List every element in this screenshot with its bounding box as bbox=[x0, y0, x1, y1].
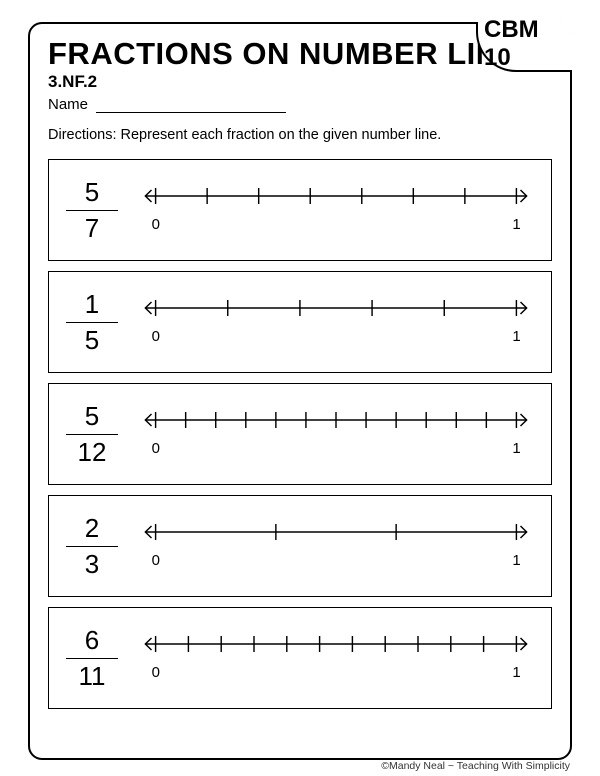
fraction: 2 3 bbox=[53, 514, 131, 578]
fraction: 1 5 bbox=[53, 290, 131, 354]
fraction: 5 7 bbox=[53, 178, 131, 242]
fraction-denominator: 11 bbox=[79, 662, 106, 691]
name-label: Name bbox=[48, 96, 88, 113]
axis-start-label: 0 bbox=[152, 664, 160, 681]
axis-end-label: 1 bbox=[512, 664, 520, 681]
fraction-denominator: 5 bbox=[85, 326, 99, 355]
fraction-bar bbox=[66, 210, 118, 211]
axis-end-label: 1 bbox=[512, 552, 520, 569]
cbm-badge: CBM 10 bbox=[476, 22, 572, 72]
problem-row: 5 7 0 1 bbox=[48, 159, 552, 261]
problem-row: 6 11 0 1 bbox=[48, 607, 552, 709]
fraction-denominator: 12 bbox=[78, 438, 107, 467]
fraction-denominator: 3 bbox=[85, 550, 99, 579]
fraction-denominator: 7 bbox=[85, 214, 99, 243]
axis-start-label: 0 bbox=[152, 216, 160, 233]
problem-row: 2 3 0 1 bbox=[48, 495, 552, 597]
badge-text: CBM 10 bbox=[484, 16, 572, 72]
fraction-bar bbox=[66, 322, 118, 323]
axis-end-label: 1 bbox=[512, 440, 520, 457]
problem-row: 1 5 0 1 bbox=[48, 271, 552, 373]
axis-start-label: 0 bbox=[152, 552, 160, 569]
number-line[interactable]: 0 1 bbox=[131, 286, 541, 358]
standard-code: 3.NF.2 bbox=[48, 72, 552, 92]
fraction-numerator: 2 bbox=[85, 514, 99, 543]
fraction-bar bbox=[66, 658, 118, 659]
worksheet-page: CBM 10 FRACTIONS ON NUMBER LINES 3.NF.2 … bbox=[0, 0, 600, 776]
fraction: 6 11 bbox=[53, 626, 131, 690]
directions-text: Directions: Represent each fraction on t… bbox=[48, 127, 552, 143]
copyright-footer: ©Mandy Neal ~ Teaching With Simplicity bbox=[381, 760, 570, 772]
axis-end-label: 1 bbox=[512, 216, 520, 233]
axis-start-label: 0 bbox=[152, 440, 160, 457]
fraction-bar bbox=[66, 434, 118, 435]
problems-container: 5 7 0 1 1 5 0 1 5 12 0 1 bbox=[48, 159, 552, 709]
axis-end-label: 1 bbox=[512, 328, 520, 345]
name-row: Name bbox=[48, 96, 552, 113]
axis-start-label: 0 bbox=[152, 328, 160, 345]
name-blank-line[interactable] bbox=[96, 112, 286, 113]
number-line[interactable]: 0 1 bbox=[131, 622, 541, 694]
fraction-numerator: 6 bbox=[85, 626, 99, 655]
fraction-bar bbox=[66, 546, 118, 547]
number-line[interactable]: 0 1 bbox=[131, 398, 541, 470]
worksheet-border: CBM 10 FRACTIONS ON NUMBER LINES 3.NF.2 … bbox=[28, 22, 572, 760]
fraction-numerator: 5 bbox=[85, 402, 99, 431]
problem-row: 5 12 0 1 bbox=[48, 383, 552, 485]
fraction-numerator: 1 bbox=[85, 290, 99, 319]
fraction: 5 12 bbox=[53, 402, 131, 466]
number-line[interactable]: 0 1 bbox=[131, 510, 541, 582]
number-line[interactable]: 0 1 bbox=[131, 174, 541, 246]
fraction-numerator: 5 bbox=[85, 178, 99, 207]
